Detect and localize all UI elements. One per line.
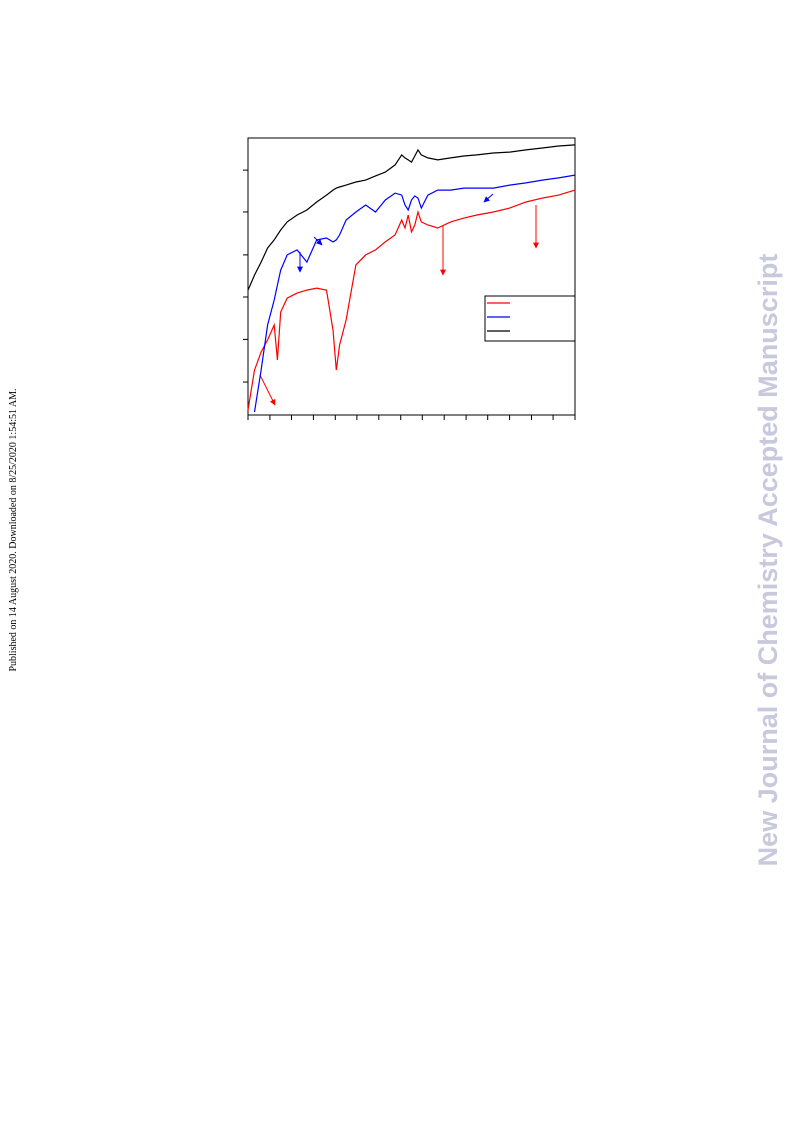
download-note: Published on 14 August 2020. Downloaded … [8,388,19,671]
plot-frame [247,137,576,416]
watermark: New Journal of Chemistry Accepted Manusc… [753,254,783,867]
series-line [253,174,576,413]
series-line [247,144,576,291]
annotation-arrows [259,193,539,406]
arrow [259,374,276,406]
series-line [247,189,576,411]
arrow [313,236,323,246]
arrow [483,193,494,203]
